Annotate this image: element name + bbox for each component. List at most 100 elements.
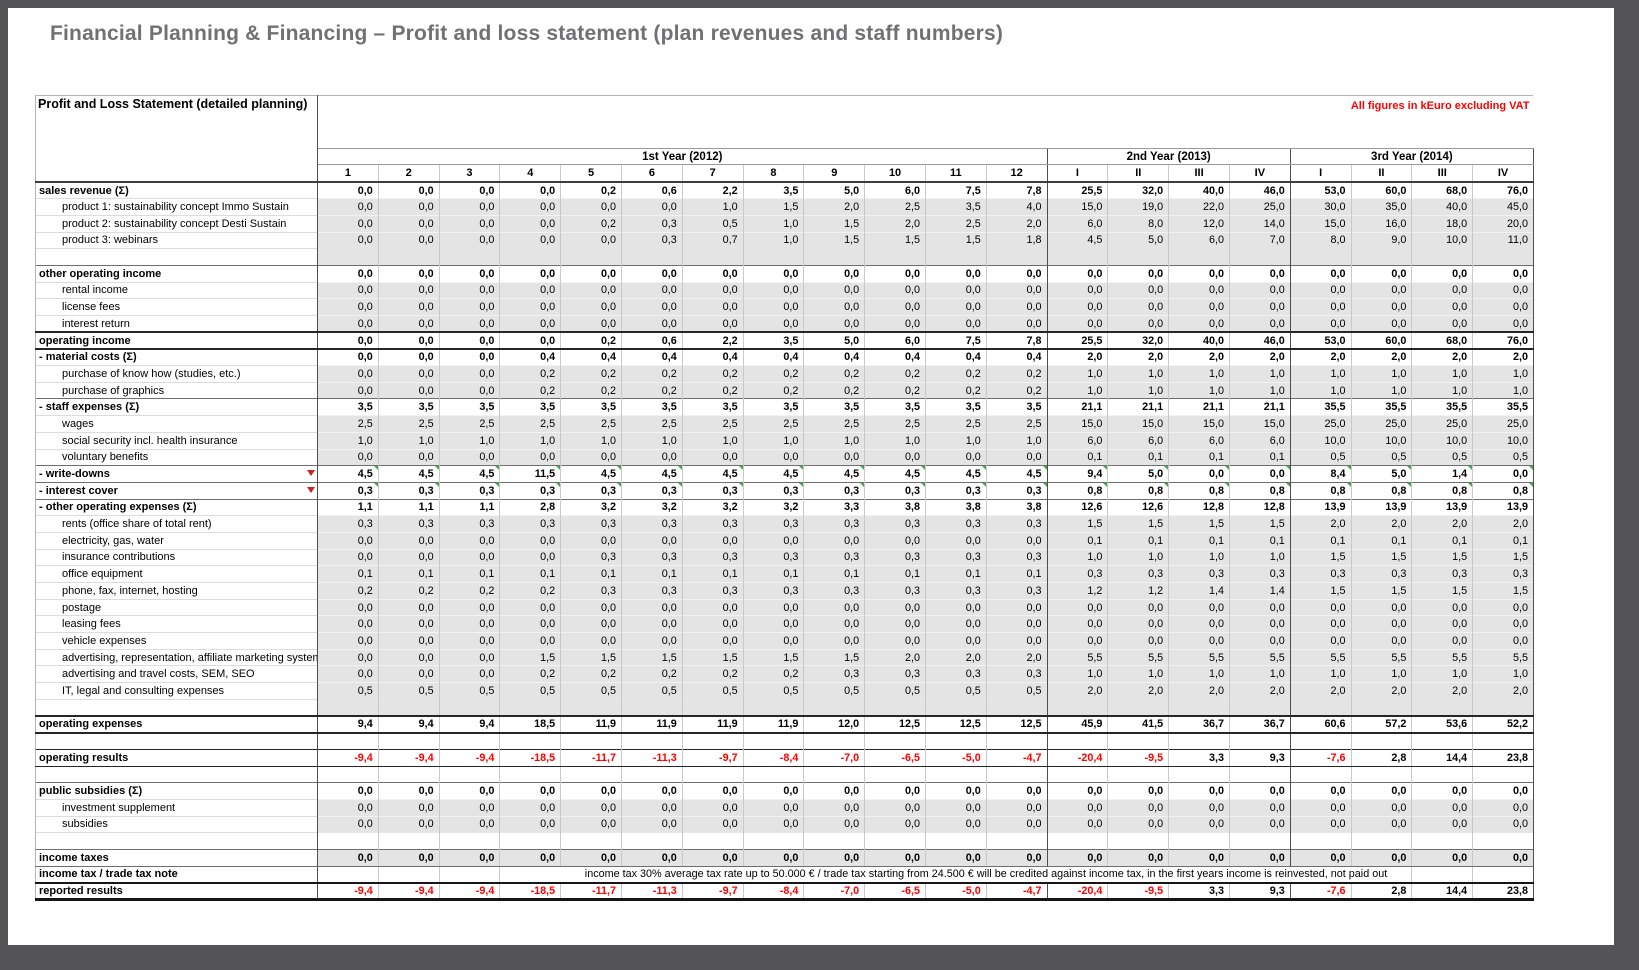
row-label[interactable] [35, 248, 318, 266]
cell[interactable]: 0,0 [317, 315, 379, 333]
cell[interactable]: 0,0 [1107, 315, 1169, 333]
cell[interactable]: 0,0 [1472, 632, 1534, 650]
cell[interactable] [1350, 732, 1412, 750]
cell[interactable]: 0,0 [681, 531, 744, 550]
cell[interactable]: 1,5 [803, 231, 865, 249]
cell[interactable]: 5,0 [803, 331, 865, 350]
cell[interactable]: 0,0 [1228, 849, 1291, 867]
cell[interactable]: 0,0 [1472, 598, 1534, 616]
cell[interactable]: 0,0 [803, 632, 865, 650]
cell[interactable]: 21,1 [1168, 398, 1230, 416]
cell[interactable]: 0,0 [1472, 465, 1534, 483]
cell[interactable]: 0,0 [317, 214, 379, 233]
cell[interactable] [742, 832, 804, 850]
cell[interactable]: 0,0 [377, 348, 440, 366]
cell[interactable]: 32,0 [1107, 331, 1169, 350]
cell[interactable]: 0,0 [499, 548, 561, 566]
cell[interactable]: 1,0 [560, 431, 622, 449]
cell[interactable]: 0,0 [1107, 782, 1169, 800]
cell[interactable] [1228, 765, 1291, 783]
cell[interactable] [560, 698, 622, 716]
cell[interactable]: 0,0 [1107, 632, 1169, 650]
cell[interactable]: 0,0 [317, 348, 379, 366]
cell[interactable]: 0,0 [377, 181, 440, 199]
cell[interactable]: 6,0 [1107, 431, 1169, 449]
cell[interactable]: 1,0 [1228, 665, 1291, 683]
cell[interactable]: 40,0 [1168, 181, 1230, 199]
cell[interactable]: 0,0 [803, 815, 865, 833]
cell[interactable]: 9,4 [317, 715, 379, 734]
cell[interactable]: 0,0 [499, 849, 561, 867]
cell[interactable]: 0,0 [803, 315, 865, 333]
cell[interactable]: -18,5 [499, 881, 561, 902]
cell[interactable]: 0,0 [924, 615, 987, 633]
row-label[interactable]: interest return [35, 315, 318, 333]
cell[interactable]: 0,3 [1168, 565, 1230, 583]
cell[interactable]: 1,4 [1168, 582, 1230, 600]
cell[interactable]: 0,0 [1228, 264, 1291, 283]
cell[interactable]: 0,0 [924, 531, 987, 550]
cell[interactable]: 0,1 [803, 565, 865, 583]
row-label[interactable]: postage [35, 598, 318, 616]
cell[interactable]: 0,0 [317, 381, 379, 399]
cell[interactable]: 0,3 [742, 515, 804, 533]
cell[interactable]: 0,0 [681, 298, 744, 316]
cell[interactable]: 2,0 [985, 648, 1048, 666]
cell[interactable]: 0,0 [1411, 264, 1473, 283]
cell[interactable]: 0,3 [438, 481, 500, 500]
cell[interactable]: 0,2 [985, 381, 1048, 399]
cell[interactable]: 1,5 [864, 231, 926, 249]
cell[interactable]: 1,8 [985, 231, 1048, 249]
cell[interactable]: -9,7 [681, 881, 744, 902]
cell[interactable] [985, 248, 1048, 266]
cell[interactable]: 0,0 [620, 315, 683, 333]
cell[interactable]: 0,0 [681, 598, 744, 616]
cell[interactable] [317, 732, 379, 750]
cell[interactable]: 8,0 [1289, 231, 1352, 249]
cell[interactable]: 3,5 [742, 181, 804, 199]
cell[interactable] [438, 866, 500, 883]
cell[interactable] [317, 765, 379, 783]
cell[interactable]: 0,0 [864, 448, 926, 466]
cell[interactable]: 1,0 [499, 431, 561, 449]
cell[interactable]: 0,0 [681, 448, 744, 466]
row-label[interactable]: other operating income [35, 264, 318, 283]
cell[interactable]: 7,0 [1228, 231, 1291, 249]
cell[interactable]: 3,5 [499, 398, 561, 416]
cell[interactable]: 0,2 [499, 381, 561, 399]
cell[interactable]: 0,0 [1289, 798, 1352, 817]
cell[interactable]: 0,0 [924, 298, 987, 316]
cell[interactable]: 25,0 [1472, 415, 1534, 433]
cell[interactable]: 0,0 [317, 181, 379, 199]
cell[interactable]: 4,5 [620, 465, 683, 483]
cell[interactable]: 0,0 [438, 665, 500, 683]
row-label[interactable]: wages [35, 415, 318, 433]
cell[interactable]: 1,5 [803, 214, 865, 233]
cell[interactable]: -9,4 [377, 881, 440, 902]
cell[interactable]: 2,5 [864, 415, 926, 433]
cell[interactable] [1350, 248, 1412, 266]
cell[interactable]: 0,0 [1350, 298, 1412, 316]
cell[interactable]: 0,0 [1289, 782, 1352, 800]
cell[interactable]: 0,0 [499, 531, 561, 550]
cell[interactable] [681, 248, 744, 266]
cell[interactable]: 1,5 [1228, 515, 1291, 533]
cell[interactable]: 0,0 [742, 849, 804, 867]
cell[interactable]: 2,0 [1411, 515, 1473, 533]
cell[interactable]: 0,5 [681, 214, 744, 233]
cell[interactable]: 0,0 [1228, 798, 1291, 817]
cell[interactable]: -9,5 [1107, 748, 1169, 767]
cell[interactable]: 20,0 [1472, 214, 1534, 233]
cell[interactable]: 0,0 [1168, 798, 1230, 817]
cell[interactable]: 0,0 [1472, 615, 1534, 633]
cell[interactable]: 0,5 [864, 682, 926, 700]
cell[interactable] [560, 765, 622, 783]
cell[interactable]: 10,0 [1472, 431, 1534, 449]
row-label[interactable]: purchase of know how (studies, etc.) [35, 365, 318, 383]
cell[interactable]: 0,0 [864, 298, 926, 316]
cell[interactable]: 0,1 [681, 565, 744, 583]
cell[interactable]: 0,0 [742, 264, 804, 283]
cell[interactable]: 2,0 [1168, 682, 1230, 700]
cell[interactable]: 2,0 [1289, 348, 1352, 366]
cell[interactable]: 2,0 [1107, 348, 1169, 366]
